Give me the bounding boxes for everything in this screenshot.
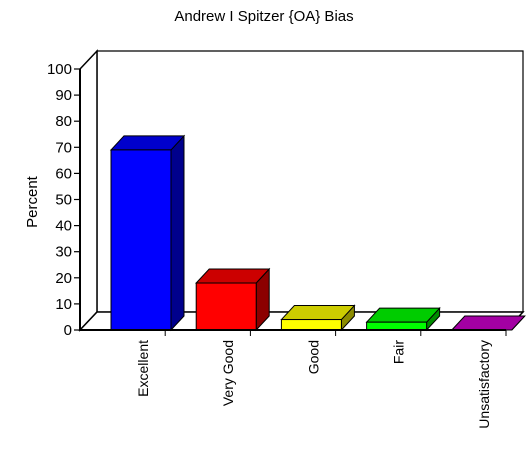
y-tick-label: 90 [55, 87, 72, 104]
bar-top [365, 307, 441, 323]
y-tick-label: 0 [64, 322, 72, 339]
x-tick-label: Excellent [135, 340, 151, 397]
y-axis-label: Percent [24, 175, 41, 228]
bar-front [280, 319, 342, 331]
bar-top [109, 135, 186, 151]
left-wall [79, 49, 98, 332]
y-tick-label: 70 [55, 139, 72, 156]
bar-fair [365, 306, 441, 332]
bars [109, 134, 526, 332]
bar-excellent [109, 134, 186, 332]
y-tick-label: 100 [47, 61, 72, 78]
y-axis: 0 10 20 30 40 50 60 70 80 90 100 [47, 61, 80, 339]
bar-unsatisfactory [450, 315, 526, 331]
x-tick-label: Very Good [220, 340, 236, 406]
bar-side [170, 134, 185, 332]
bar-good [280, 304, 356, 332]
y-tick-label: 50 [55, 192, 72, 209]
bar-very-good [195, 267, 271, 332]
x-tick-label: Unsatisfactory [476, 340, 492, 429]
bar-front [110, 149, 172, 331]
bar-top [280, 305, 356, 321]
bar-front [195, 282, 257, 331]
x-axis: Excellent Very Good Good Fair Unsatisfactory [79, 69, 507, 429]
y-tick-label: 40 [55, 218, 72, 235]
y-tick-label: 20 [55, 270, 72, 287]
y-tick-label: 80 [55, 113, 72, 130]
bar-top [450, 315, 526, 331]
x-tick-label: Good [305, 340, 321, 374]
y-tick-label: 10 [55, 296, 72, 313]
chart-title: Andrew I Spitzer {OA} Bias [174, 8, 354, 25]
y-tick-label: 60 [55, 165, 72, 182]
x-tick-label: Fair [391, 340, 407, 364]
bar-top [195, 268, 271, 284]
bar-front [366, 321, 428, 331]
y-tick-label: 30 [55, 244, 72, 261]
